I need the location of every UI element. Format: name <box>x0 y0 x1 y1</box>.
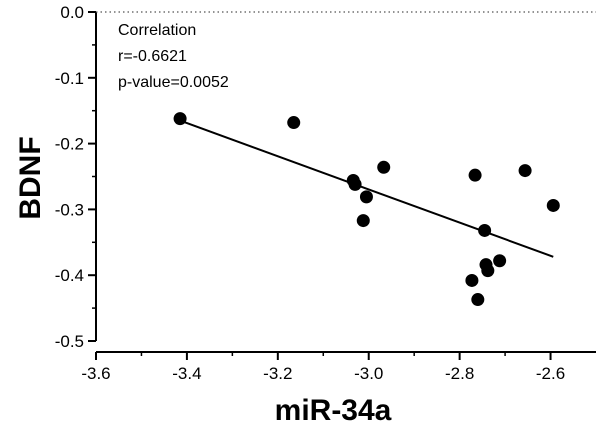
y-tick-label: 0.0 <box>60 3 84 22</box>
y-tick-label: -0.3 <box>55 200 84 219</box>
data-point <box>518 164 532 178</box>
data-point <box>377 160 391 174</box>
data-point <box>493 254 507 268</box>
data-point <box>546 198 560 212</box>
axes: 0.0 -0.1 -0.2 -0.3 -0.4 -0.5 -3.6 -3.4 -3.2 -3.0 -… <box>55 3 596 383</box>
x-tick-label: -3.4 <box>172 364 201 383</box>
data-point <box>348 177 362 191</box>
annotation-r-value: r=-0.6621 <box>118 48 187 65</box>
data-point <box>173 112 187 126</box>
annotation-title: Correlation <box>118 22 196 39</box>
y-tick-label: -0.4 <box>55 266 84 285</box>
y-tick-label: -0.2 <box>55 135 84 154</box>
data-point <box>356 214 370 228</box>
regression-line <box>179 119 554 258</box>
data-points <box>173 112 560 307</box>
x-tick-label: -3.0 <box>354 364 383 383</box>
y-tick-label: -0.5 <box>55 332 84 351</box>
data-point <box>471 293 485 307</box>
x-tick-label: -3.2 <box>263 364 292 383</box>
annotation-p-value: p-value=0.0052 <box>118 74 229 91</box>
correlation-annotation: Correlation r=-0.6621 p-value=0.0052 <box>118 22 229 91</box>
data-point <box>287 116 301 130</box>
y-tick-label: -0.1 <box>55 69 84 88</box>
data-point <box>481 264 495 278</box>
x-tick-label: -2.8 <box>445 364 474 383</box>
x-axis-title: miR-34a <box>275 394 392 427</box>
y-axis-title: BDNF <box>14 136 47 219</box>
data-point <box>468 168 482 182</box>
data-point <box>465 273 479 287</box>
x-tick-label: -2.6 <box>536 364 565 383</box>
data-point <box>478 223 492 237</box>
x-tick-label: -3.6 <box>81 364 110 383</box>
data-point <box>359 190 373 204</box>
regression-line-layer <box>179 119 554 258</box>
